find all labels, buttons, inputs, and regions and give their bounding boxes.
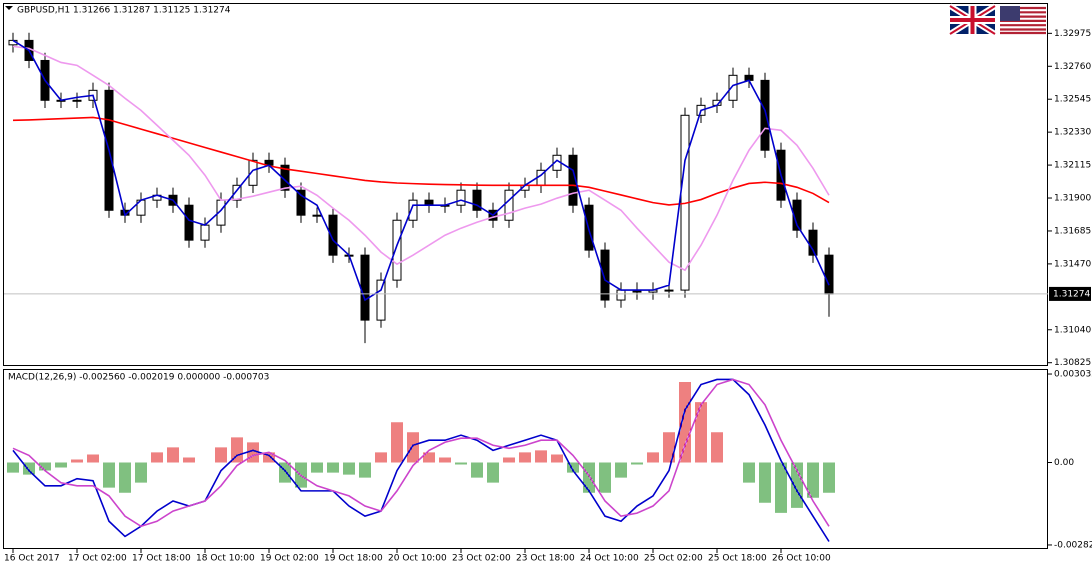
price-panel <box>3 3 1048 366</box>
macd-panel <box>3 369 1048 549</box>
x-tick-label: 23 Oct 18:00 <box>516 554 575 564</box>
y-tick-label: 1.32545 <box>1054 95 1091 105</box>
x-tick-label: 24 Oct 10:00 <box>580 554 639 564</box>
candle-body <box>248 159 258 186</box>
candle-body <box>760 79 770 151</box>
x-tick-label: 19 Oct 02:00 <box>260 554 319 564</box>
x-tick-label: 17 Oct 18:00 <box>132 554 191 564</box>
x-tick-label: 17 Oct 02:00 <box>68 554 127 564</box>
uk-flag <box>948 3 997 37</box>
x-tick-label: 19 Oct 18:00 <box>324 554 383 564</box>
candle-body <box>728 74 738 101</box>
indicator-line <box>12 45 830 272</box>
price-title: GBPUSD,H1 1.31266 1.31287 1.31125 1.3127… <box>17 6 231 16</box>
y-tick-label: 1.31040 <box>1054 325 1091 335</box>
candle-body <box>200 224 210 241</box>
y-tick-label: 1.32975 <box>1054 29 1091 39</box>
x-tick-label: 16 Oct 2017 <box>4 554 60 564</box>
macd-title: MACD(12,26,9) -0.002560 -0.002019 0.0000… <box>8 373 269 383</box>
candle-body <box>232 184 242 201</box>
candle-body <box>376 279 386 321</box>
indicator-line <box>12 378 830 528</box>
x-tick-label: 20 Oct 10:00 <box>388 554 447 564</box>
x-tick-label: 18 Oct 10:00 <box>196 554 255 564</box>
y-tick-label: 1.32115 <box>1054 161 1091 171</box>
candle-body <box>328 214 338 256</box>
y-tick-label: 1.32330 <box>1054 128 1091 138</box>
y-tick-label: 1.30825 <box>1054 358 1091 368</box>
candle-body <box>600 249 610 301</box>
x-tick-label: 25 Oct 02:00 <box>644 554 703 564</box>
y-tick-label: 1.31470 <box>1054 259 1091 269</box>
x-tick-label: 25 Oct 18:00 <box>708 554 767 564</box>
candle-body <box>408 199 418 221</box>
candle-body <box>392 219 402 281</box>
indicator-line <box>12 39 830 302</box>
y-tick-label: 1.32760 <box>1054 62 1091 72</box>
candle-body <box>360 254 370 321</box>
candle-body <box>472 189 482 211</box>
candle-body <box>296 189 306 216</box>
indicator-line <box>12 378 830 542</box>
candle-body <box>184 204 194 241</box>
candle-body <box>664 289 674 292</box>
candle-body <box>456 189 466 206</box>
candle-body <box>504 189 514 221</box>
y-tick-label: 0.003032 <box>1054 370 1092 380</box>
indicator-line <box>12 116 830 206</box>
us-flag <box>1000 6 1046 35</box>
x-tick-label: 23 Oct 02:00 <box>452 554 511 564</box>
y-tick-label: 0.00 <box>1054 458 1074 468</box>
last-price-label: 1.31274 <box>1053 289 1090 299</box>
candle-body <box>616 289 626 301</box>
y-tick-label: 1.31900 <box>1054 194 1091 204</box>
y-tick-label: 1.31685 <box>1054 226 1091 236</box>
candle-body <box>824 254 834 295</box>
x-tick-label: 26 Oct 10:00 <box>772 554 831 564</box>
candle-body <box>280 164 290 191</box>
candle-body <box>568 154 578 206</box>
candle-body <box>72 99 82 102</box>
menu-arrow[interactable] <box>5 6 13 10</box>
last-price-box <box>1049 286 1091 301</box>
candle-body <box>312 214 322 217</box>
y-tick-label: -0.002826 <box>1054 540 1092 550</box>
